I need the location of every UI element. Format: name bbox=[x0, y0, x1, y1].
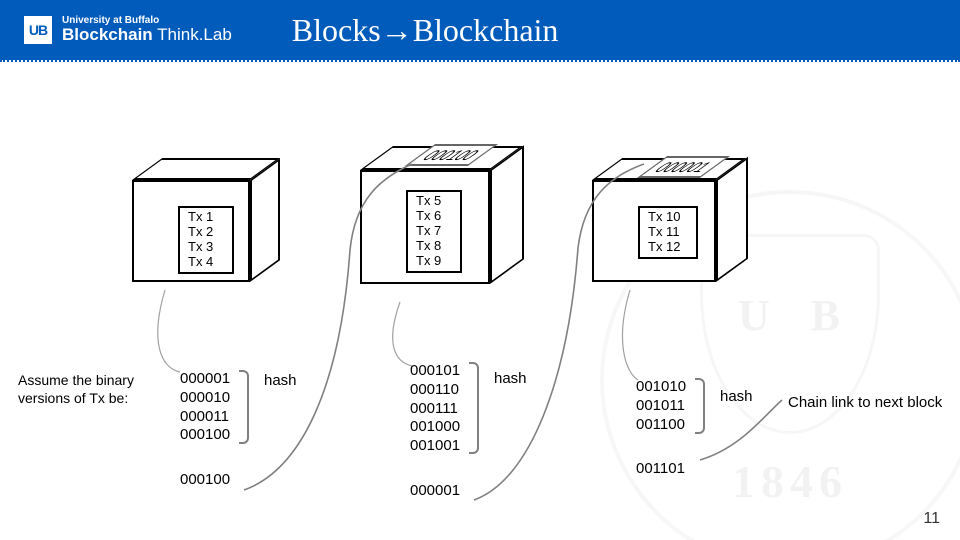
bracket bbox=[239, 370, 249, 444]
bracket bbox=[695, 378, 705, 434]
logo-line2-light: Think.Lab bbox=[157, 25, 232, 44]
hash-label: hash bbox=[264, 372, 297, 389]
tx-list: Tx 1Tx 2Tx 3Tx 4 bbox=[178, 206, 234, 274]
hash-label: hash bbox=[494, 370, 527, 387]
chain-link-label: Chain link to next block bbox=[788, 394, 942, 411]
header-underline bbox=[0, 60, 960, 62]
tx-list: Tx 10Tx 11Tx 12 bbox=[638, 206, 698, 259]
binary-column: 000101000110000111001000001001000001 bbox=[410, 362, 460, 501]
assume-label: Assume the binary versions of Tx be: bbox=[18, 372, 134, 407]
logo-box: UB bbox=[24, 16, 52, 44]
logo-text: University at Buffalo Blockchain Think.L… bbox=[62, 16, 232, 44]
binary-column: 000001000010000011000100000100 bbox=[180, 370, 230, 490]
hash-label: hash bbox=[720, 388, 753, 405]
slide-root: 1 1 UB University at Buffalo Blockchain … bbox=[0, 0, 960, 540]
bracket bbox=[469, 362, 479, 454]
header-bar: UB University at Buffalo Blockchain Thin… bbox=[0, 0, 960, 60]
tx-list: Tx 5Tx 6Tx 7Tx 8Tx 9 bbox=[406, 190, 462, 273]
logo-line2-bold: Blockchain bbox=[62, 25, 153, 44]
binary-column: 001010001011001100001101 bbox=[636, 378, 686, 479]
logo: UB University at Buffalo Blockchain Thin… bbox=[24, 16, 232, 44]
slide-title: Blocks→Blockchain bbox=[292, 12, 559, 49]
page-number: 11 bbox=[923, 510, 940, 528]
logo-line2: Blockchain Think.Lab bbox=[62, 26, 232, 44]
